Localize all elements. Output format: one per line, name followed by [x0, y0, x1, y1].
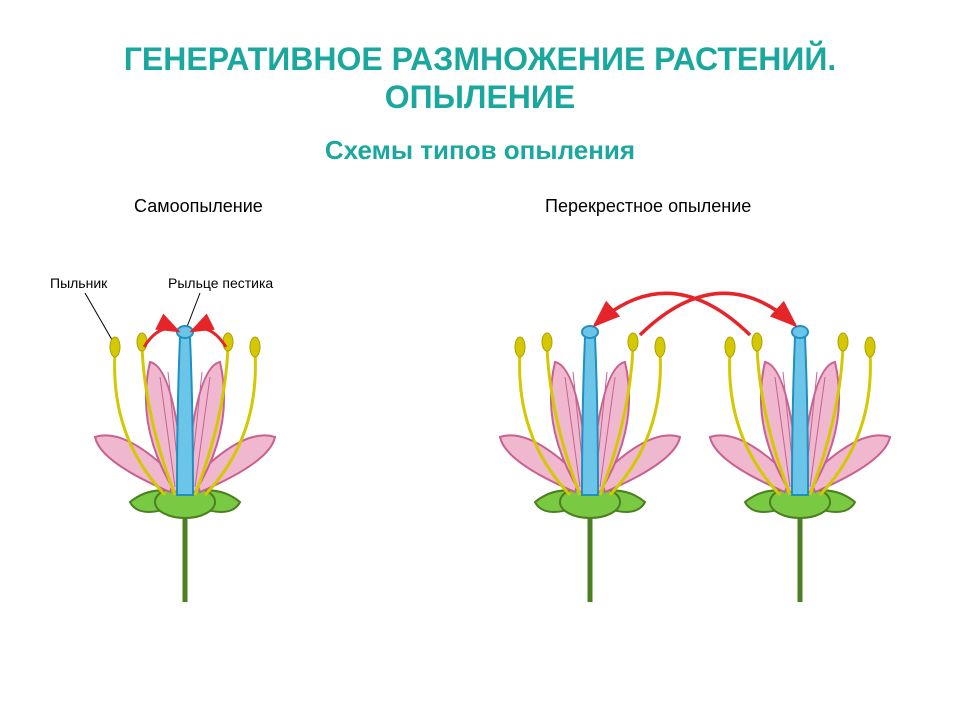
type-labels-row: Самоопыление Перекрестное опыление	[0, 196, 960, 217]
label-cross-pollination: Перекрестное опыление	[480, 196, 960, 217]
title-line1: ГЕНЕРАТИВНОЕ РАЗМНОЖЕНИЕ РАСТЕНИЙ.	[124, 41, 836, 77]
label-self-pollination: Самоопыление	[0, 196, 480, 217]
subtitle: Схемы типов опыления	[0, 135, 960, 166]
main-title: ГЕНЕРАТИВНОЕ РАЗМНОЖЕНИЕ РАСТЕНИЙ. ОПЫЛЕ…	[0, 0, 960, 117]
cross-arrows	[0, 227, 960, 667]
diagram-area: Пыльник Рыльце пестика	[0, 227, 960, 667]
title-line2: ОПЫЛЕНИЕ	[385, 79, 575, 115]
